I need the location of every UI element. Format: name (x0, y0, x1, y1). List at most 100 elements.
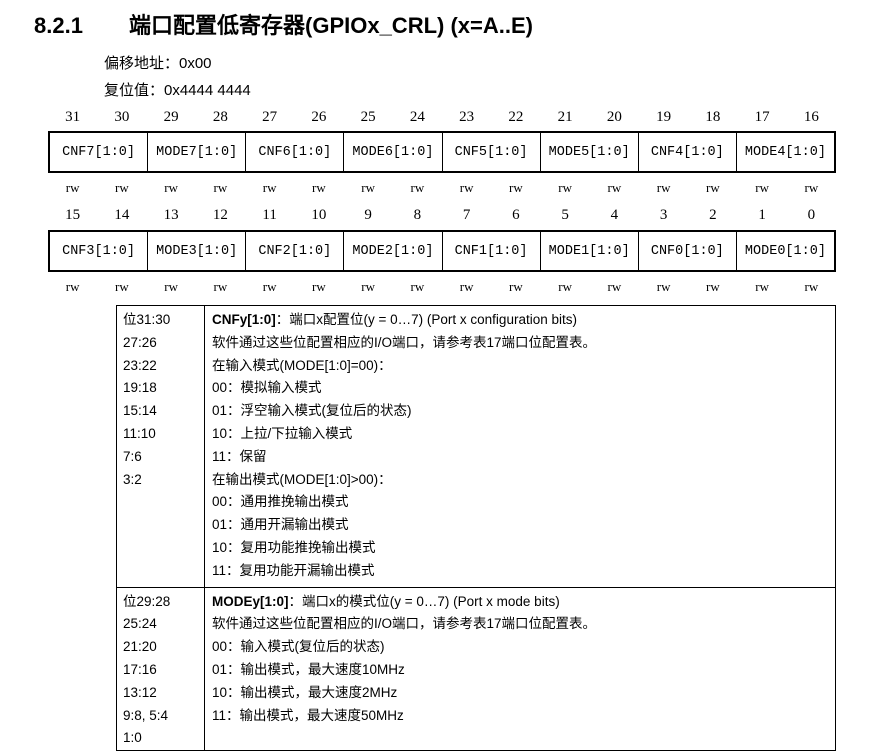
access-type: rw (164, 180, 178, 195)
bit-number: 24 (409, 109, 425, 125)
register-field: MODE5[1:0] (539, 133, 638, 171)
access-type: rw (804, 279, 819, 294)
access-type: rw (213, 279, 228, 294)
upper-bit-numbers: 31 30 29 28 27 26 25 24 23 22 21 20 19 18 17 16 (48, 109, 836, 126)
access-type: rw (509, 180, 523, 195)
access-type: rw (65, 180, 80, 195)
bit-range: 17:16 (123, 661, 157, 677)
upper-access: rw rw rw rw rw rw rw rw rw rw rw rw rw rw rw rw (48, 180, 836, 196)
description-line: 软件通过这些位配置相应的I/O端口，请参考表17端口位配置表。 (212, 616, 597, 632)
bit-number: 15 (65, 207, 81, 223)
description-line: 软件通过这些位配置相应的I/O端口，请参考表17端口位配置表。 (212, 334, 597, 350)
register-field: MODE6[1:0] (343, 133, 441, 171)
description-line: 10：复用功能推挽输出模式 (212, 539, 376, 555)
description-row: 位29:28 25:24 21:20 17:16 13:12 9:8, 5:4 1:0 MOD… (117, 587, 835, 751)
access-type: rw (558, 180, 572, 195)
access-type: rw (115, 180, 129, 195)
access-type: rw (410, 279, 425, 294)
access-type: rw (312, 279, 326, 294)
bit-range: 19:18 (123, 380, 157, 396)
bit-number: 2 (709, 207, 717, 223)
access-type: rw (656, 180, 671, 195)
bit-number: 20 (606, 109, 622, 125)
register-field: CNF3[1:0] (62, 243, 136, 259)
bit-number: 23 (459, 109, 475, 125)
register-field: CNF2[1:0] (245, 232, 343, 270)
register-field: MODE2[1:0] (343, 232, 441, 270)
description-cell: CNFy[1:0]：端口x配置位(y = 0…7) (Port x config… (205, 306, 835, 587)
bit-number: 29 (163, 109, 179, 125)
bit-number: 18 (705, 109, 721, 125)
bit-range: 11:10 (123, 425, 156, 441)
register-field: MODE4[1:0] (735, 133, 834, 171)
access-type: rw (558, 279, 572, 294)
bit-number: 22 (508, 109, 524, 125)
bit-number: 10 (311, 207, 327, 223)
access-type: rw (656, 279, 671, 294)
description-line: 01：浮空输入模式(复位后的状态) (212, 403, 412, 419)
register-field: MODE1[1:0] (539, 232, 638, 270)
description-line: 00：输入模式(复位后的状态) (212, 639, 385, 655)
access-type: rw (459, 279, 474, 294)
bit-number: 17 (754, 109, 770, 125)
bit-description-table: 位31:30 27:26 23:22 19:18 15:14 11:10 7:6 3:2 CNF… (116, 305, 836, 751)
access-type: rw (607, 180, 622, 195)
bit-number: 7 (462, 207, 471, 223)
bit-number: 25 (360, 109, 376, 125)
section-heading: 8.2.1 端口配置低寄存器(GPIOx_CRL) (x=A..E) (34, 8, 533, 40)
access-type: rw (361, 180, 375, 195)
description-line: 00：模拟输入模式 (212, 380, 322, 396)
access-type: rw (115, 279, 129, 294)
field-title: MODEy[1:0]：端口x的模式位(y = 0…7) (Port x mode… (212, 591, 835, 614)
bit-number: 1 (758, 207, 766, 223)
register-field: CNF7[1:0] (62, 144, 136, 160)
bit-number: 6 (512, 207, 520, 223)
register-field: CNF0[1:0] (637, 232, 736, 270)
description-line: 11：保留 (212, 448, 267, 464)
field-summary: ：端口x配置位(y = 0…7) (Port x configuration b… (275, 312, 577, 327)
bit-range: 27:26 (123, 334, 157, 350)
access-type: rw (706, 180, 720, 195)
reset-value: 复位值：0x4444 4444 (104, 82, 251, 99)
bit-number: 12 (212, 207, 228, 223)
lower-register-fields: CNF3[1:0] MODE3[1:0] CNF2[1:0] MODE2[1:0] CN… (48, 230, 836, 272)
bit-range: 9:8, 5:4 (123, 707, 169, 723)
bit-range: 25:24 (123, 616, 157, 632)
bit-range: 23:22 (123, 357, 157, 373)
bit-range: 位29:28 (123, 593, 171, 609)
bit-number: 0 (807, 207, 816, 223)
description-line: 10：输出模式，最大速度2MHz (212, 684, 398, 700)
description-line: 10：上拉/下拉输入模式 (212, 425, 353, 441)
description-line: 11：输出模式，最大速度50MHz (212, 707, 404, 723)
description-line: 在输出模式(MODE[1:0]>00)： (212, 471, 392, 487)
bit-number: 19 (656, 109, 672, 125)
bit-number: 27 (262, 109, 278, 125)
field-title: CNFy[1:0]：端口x配置位(y = 0…7) (Port x config… (212, 309, 835, 332)
description-line: 01：输出模式，最大速度10MHz (212, 661, 405, 677)
access-type: rw (213, 180, 228, 195)
access-type: rw (607, 279, 622, 294)
access-type: rw (755, 279, 769, 294)
register-field: CNF6[1:0] (245, 133, 343, 171)
bit-number: 16 (803, 109, 819, 125)
section-number: 8.2.1 (34, 13, 83, 38)
description-line: 11：复用功能开漏输出模式 (212, 562, 375, 578)
field-name: MODEy[1:0] (212, 593, 289, 609)
access-type: rw (706, 279, 720, 294)
bit-number: 13 (163, 207, 179, 223)
access-type: rw (262, 279, 277, 294)
bit-number: 9 (364, 207, 372, 223)
access-type: rw (804, 180, 819, 195)
description-cell: MODEy[1:0]：端口x的模式位(y = 0…7) (Port x mode… (205, 588, 835, 751)
field-summary: ：端口x的模式位(y = 0…7) (Port x mode bits) (288, 593, 560, 609)
register-field: MODE0[1:0] (735, 232, 834, 270)
bit-range: 位31:30 (123, 312, 171, 327)
bit-number: 4 (610, 207, 619, 223)
description-line: 00：通用推挽输出模式 (212, 494, 349, 510)
register-field: CNF4[1:0] (637, 133, 736, 171)
bit-range-cell: 位31:30 27:26 23:22 19:18 15:14 11:10 7:6 3:2 (117, 306, 205, 587)
bit-number: 26 (311, 109, 327, 125)
register-field: MODE7[1:0] (147, 133, 245, 171)
access-type: rw (312, 180, 326, 195)
access-type: rw (361, 279, 375, 294)
